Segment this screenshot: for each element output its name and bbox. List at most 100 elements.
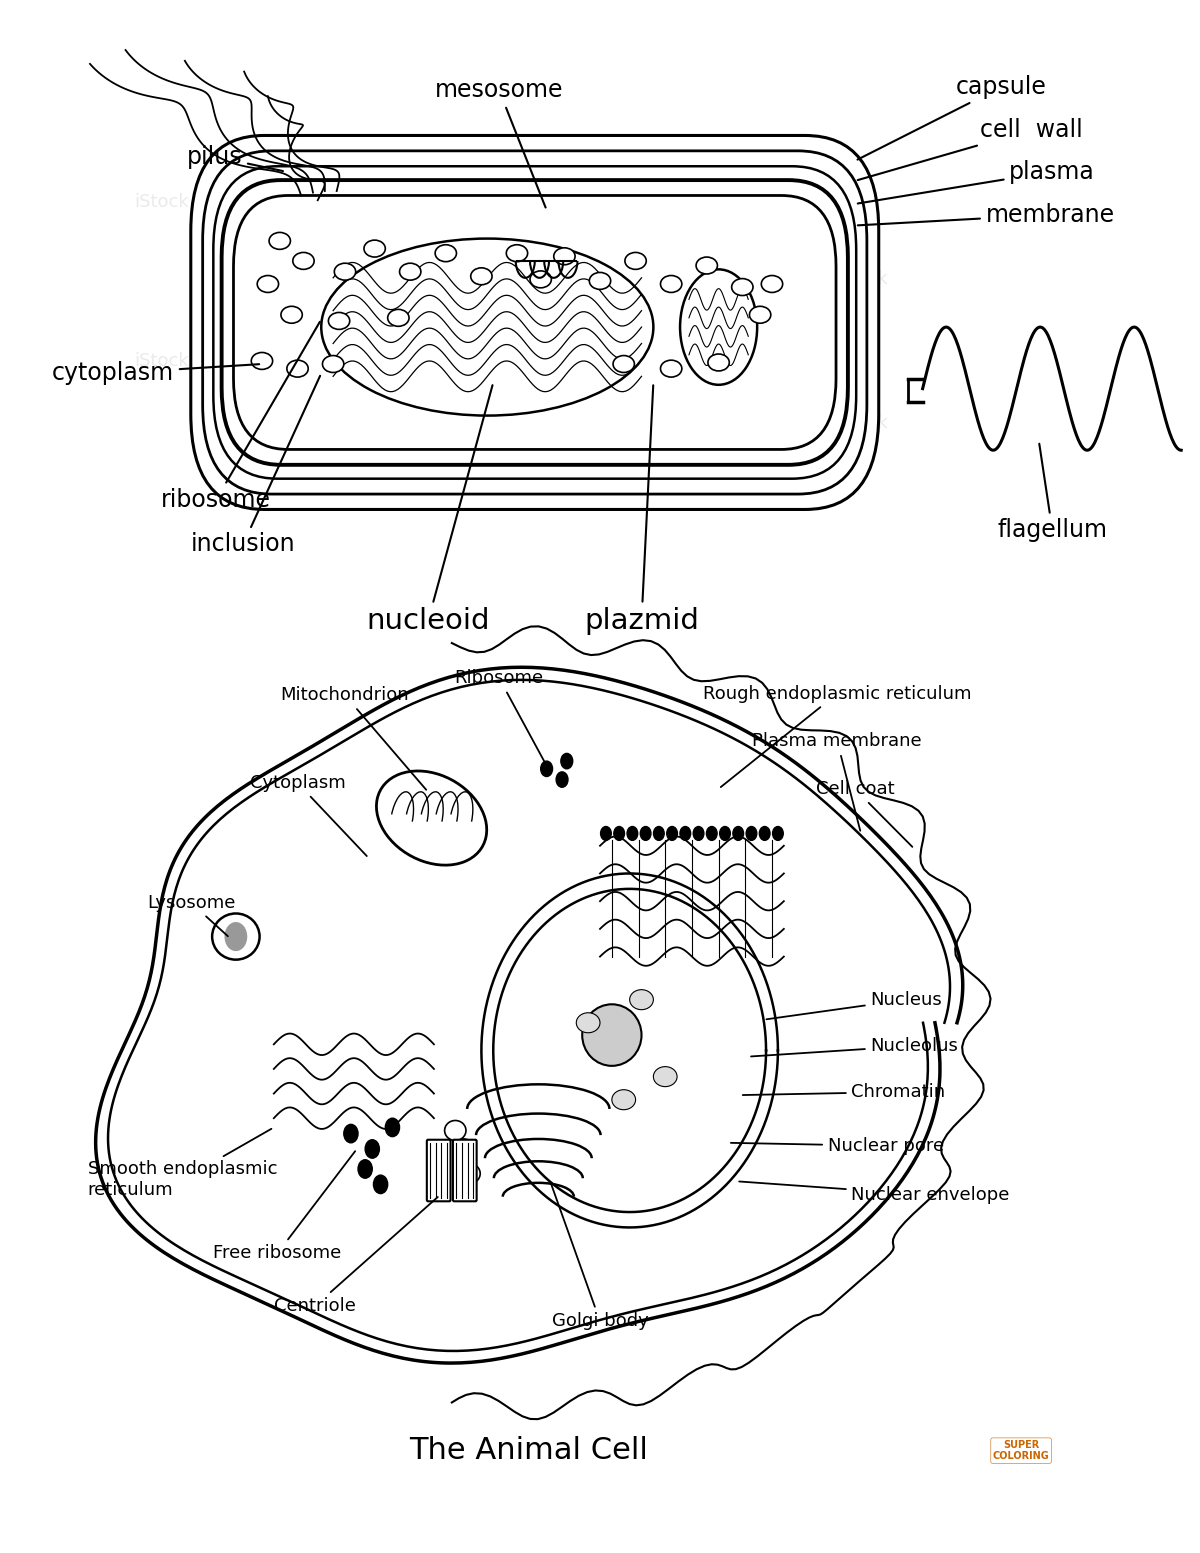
Ellipse shape xyxy=(251,353,272,370)
Ellipse shape xyxy=(660,360,682,377)
Text: plazmid: plazmid xyxy=(584,385,698,635)
Circle shape xyxy=(556,772,568,787)
Ellipse shape xyxy=(388,309,409,326)
Circle shape xyxy=(641,826,650,840)
Text: Nucleolus: Nucleolus xyxy=(751,1037,959,1056)
Text: SUPER
COLORING: SUPER COLORING xyxy=(992,1440,1050,1461)
Circle shape xyxy=(343,1124,358,1143)
Circle shape xyxy=(760,826,770,840)
Text: Chromatin: Chromatin xyxy=(743,1082,946,1101)
Text: capsule: capsule xyxy=(858,75,1046,160)
Ellipse shape xyxy=(613,356,635,373)
Text: iStock: iStock xyxy=(133,353,188,370)
Text: plasma: plasma xyxy=(858,160,1094,203)
Circle shape xyxy=(365,1140,379,1159)
Ellipse shape xyxy=(761,275,782,292)
Text: Nuclear pore: Nuclear pore xyxy=(731,1137,944,1155)
Text: Mitochondrion: Mitochondrion xyxy=(281,686,426,790)
Text: membrane: membrane xyxy=(858,203,1115,227)
Polygon shape xyxy=(96,668,962,1364)
Ellipse shape xyxy=(436,245,456,261)
Circle shape xyxy=(720,826,731,840)
Ellipse shape xyxy=(281,306,302,323)
Text: inclusion: inclusion xyxy=(191,376,320,556)
Circle shape xyxy=(733,826,744,840)
Ellipse shape xyxy=(582,1005,642,1065)
FancyBboxPatch shape xyxy=(191,134,878,511)
Ellipse shape xyxy=(377,770,487,865)
Ellipse shape xyxy=(750,306,770,323)
Text: Golgi body: Golgi body xyxy=(551,1183,648,1329)
Text: iStock: iStock xyxy=(834,270,888,289)
Circle shape xyxy=(614,826,624,840)
Polygon shape xyxy=(493,888,766,1211)
Circle shape xyxy=(707,826,718,840)
Ellipse shape xyxy=(364,241,385,258)
Ellipse shape xyxy=(329,312,349,329)
Circle shape xyxy=(226,922,246,950)
Ellipse shape xyxy=(696,258,718,273)
FancyBboxPatch shape xyxy=(427,1140,450,1202)
Ellipse shape xyxy=(653,1067,677,1087)
Ellipse shape xyxy=(630,989,653,1009)
Text: iStock: iStock xyxy=(548,194,604,211)
Ellipse shape xyxy=(589,272,611,289)
Text: Rough endoplasmic reticulum: Rough endoplasmic reticulum xyxy=(703,685,972,787)
Ellipse shape xyxy=(506,245,528,261)
Ellipse shape xyxy=(322,239,653,416)
Text: nucleoid: nucleoid xyxy=(366,385,492,635)
Ellipse shape xyxy=(625,253,647,269)
Circle shape xyxy=(560,753,572,769)
Text: Lysosome: Lysosome xyxy=(146,893,235,936)
Ellipse shape xyxy=(293,253,314,269)
Text: Free ribosome: Free ribosome xyxy=(214,1151,355,1263)
Text: iStock: iStock xyxy=(548,413,604,432)
Text: Ribosome: Ribosome xyxy=(455,669,545,763)
Text: The Animal Cell: The Animal Cell xyxy=(409,1437,648,1464)
Circle shape xyxy=(541,761,552,776)
Ellipse shape xyxy=(708,354,730,371)
Ellipse shape xyxy=(458,1163,480,1183)
Text: flagellum: flagellum xyxy=(997,444,1108,542)
Circle shape xyxy=(746,826,757,840)
Circle shape xyxy=(358,1160,372,1179)
Circle shape xyxy=(654,826,664,840)
Ellipse shape xyxy=(732,278,754,295)
Circle shape xyxy=(694,826,704,840)
Ellipse shape xyxy=(287,360,308,377)
Text: iStock: iStock xyxy=(133,194,188,211)
Ellipse shape xyxy=(452,1138,474,1159)
Ellipse shape xyxy=(445,1121,466,1140)
Text: cytoplasm: cytoplasm xyxy=(52,362,259,385)
Text: Plasma membrane: Plasma membrane xyxy=(752,733,922,831)
FancyBboxPatch shape xyxy=(240,203,830,441)
Circle shape xyxy=(680,826,691,840)
Ellipse shape xyxy=(612,1090,636,1110)
Ellipse shape xyxy=(335,262,355,280)
Text: iStock: iStock xyxy=(834,413,888,432)
Circle shape xyxy=(600,826,611,840)
Text: Cytoplasm: Cytoplasm xyxy=(250,773,367,856)
Ellipse shape xyxy=(269,233,290,250)
Ellipse shape xyxy=(680,269,757,385)
Ellipse shape xyxy=(257,275,278,292)
Ellipse shape xyxy=(660,275,682,292)
Text: Nuclear envelope: Nuclear envelope xyxy=(739,1182,1010,1204)
Ellipse shape xyxy=(212,913,259,960)
Text: Cell coat: Cell coat xyxy=(816,780,912,846)
Circle shape xyxy=(373,1176,388,1194)
Text: Nucleus: Nucleus xyxy=(767,991,942,1019)
Circle shape xyxy=(773,826,784,840)
Ellipse shape xyxy=(530,270,551,287)
Circle shape xyxy=(628,826,637,840)
Ellipse shape xyxy=(400,262,421,280)
Ellipse shape xyxy=(553,248,575,264)
Text: ribosome: ribosome xyxy=(161,321,320,512)
Circle shape xyxy=(385,1118,400,1137)
Text: pilus: pilus xyxy=(187,144,283,171)
Text: mesosome: mesosome xyxy=(434,78,564,208)
Text: Centriole: Centriole xyxy=(275,1197,438,1315)
Circle shape xyxy=(667,826,678,840)
Ellipse shape xyxy=(323,356,344,373)
FancyBboxPatch shape xyxy=(452,1140,476,1202)
